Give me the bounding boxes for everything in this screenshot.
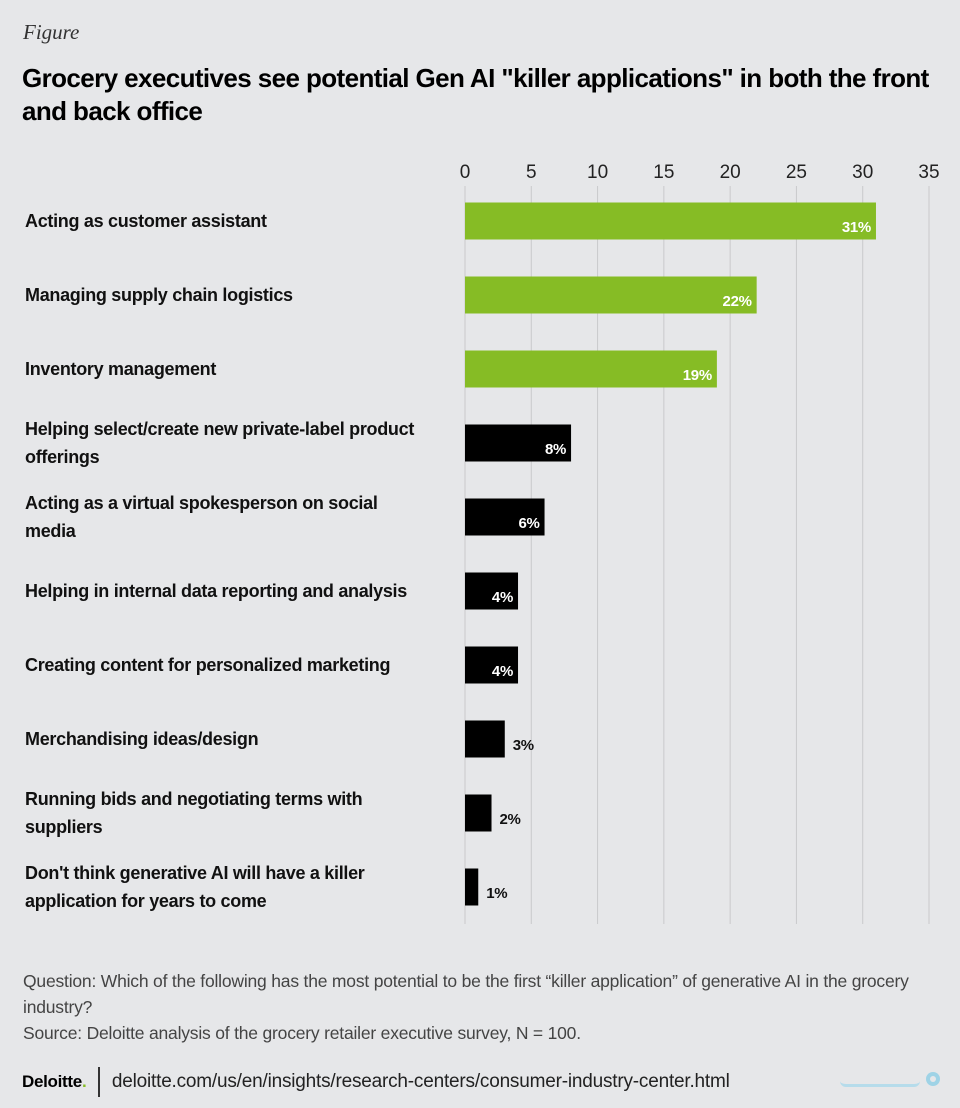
tick-label: 10 (587, 162, 608, 183)
watermark-circle-icon (926, 1071, 940, 1086)
watermark-logo-icon (840, 1070, 940, 1087)
category-label: Acting as a virtual spokesperson on soci… (25, 493, 378, 541)
bar (465, 794, 492, 832)
value-label: 6% (518, 515, 539, 532)
value-label: 8% (545, 441, 566, 458)
tick-label: 30 (852, 162, 873, 183)
bar (465, 572, 519, 610)
tick-label: 5 (526, 162, 537, 183)
footer-url[interactable]: deloitte.com/us/en/insights/research-cen… (111, 1071, 730, 1092)
value-label: 4% (492, 589, 513, 606)
tick-label: 15 (653, 162, 674, 183)
chart-title: Grocery executives see potential Gen AI … (22, 63, 929, 126)
figure-eyebrow: Figure (23, 20, 80, 44)
tick-label: 0 (460, 162, 471, 183)
bar (465, 646, 519, 684)
bar (465, 276, 757, 314)
category-label: Creating content for personalized market… (25, 655, 390, 675)
tick-label: 35 (918, 162, 939, 183)
bar (465, 868, 479, 906)
chart-notes: Question: Which of the following has the… (23, 968, 933, 1046)
bar (465, 350, 717, 388)
tick-label: 25 (786, 162, 807, 183)
bar (465, 720, 505, 758)
value-label: 4% (492, 663, 513, 680)
value-label: 31% (842, 219, 871, 236)
category-label: Don't think generative AI will have a ki… (25, 863, 365, 911)
category-label: Merchandising ideas/design (25, 729, 258, 749)
value-label: 22% (723, 293, 752, 310)
category-label: Managing supply chain logistics (25, 285, 293, 305)
footer-divider (98, 1067, 100, 1097)
footer: Deloitte. deloitte.com/us/en/insights/re… (22, 1066, 942, 1098)
category-label: Acting as customer assistant (25, 211, 267, 231)
value-label: 2% (500, 811, 521, 828)
watermark-mark (840, 1070, 920, 1087)
bar (465, 424, 572, 462)
category-label: Helping select/create new private-label … (25, 419, 414, 467)
category-label: Running bids and negotiating terms with s… (25, 789, 362, 837)
value-label: 19% (683, 367, 712, 384)
value-label: 1% (486, 885, 507, 902)
logo-dot: . (81, 1072, 87, 1091)
source-note: Source: Deloitte analysis of the grocery… (23, 1023, 581, 1043)
bar-chart: 0 5 10 15 20 25 30 35 Acting as customer assista… (25, 162, 940, 924)
bar (465, 202, 876, 240)
category-label: Inventory management (25, 359, 216, 379)
question-note: Question: Which of the following has the… (23, 971, 909, 1017)
logo-text: Deloitte (22, 1072, 82, 1091)
tick-label: 20 (720, 162, 741, 183)
category-label: Helping in internal data reporting and a… (25, 581, 407, 601)
bar (465, 498, 545, 536)
deloitte-logo: Deloitte. (22, 1072, 87, 1092)
value-label: 3% (513, 737, 534, 754)
